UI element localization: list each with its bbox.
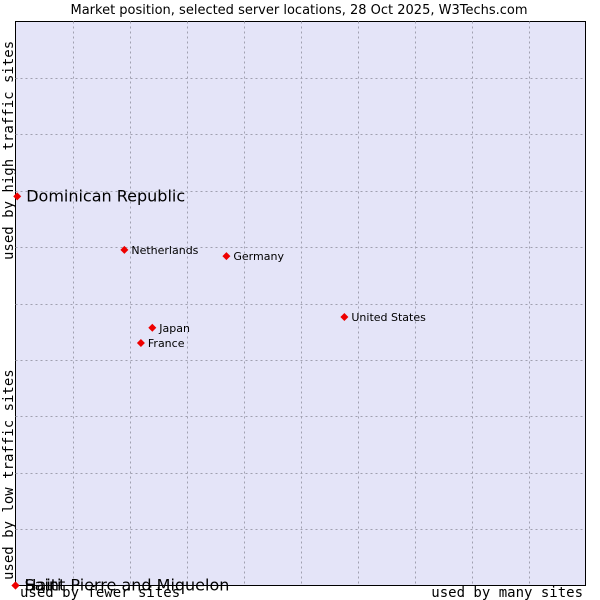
plot-area	[15, 21, 586, 586]
point-marker-netherlands	[120, 245, 129, 254]
point-marker-germany	[222, 252, 231, 261]
point-label-netherlands: Netherlands	[131, 244, 198, 257]
point-label-saint-pierre-and-miquelon: Saint Pierre and Miquelon	[25, 576, 230, 595]
x-axis-label-high: used by many sites	[431, 585, 583, 600]
point-label-japan: Japan	[158, 322, 190, 335]
data-points: Dominican Republic Netherlands Germany Unit…	[11, 186, 426, 595]
point-label-haiti: Haiti	[25, 576, 62, 595]
chart-title: Market position, selected server locatio…	[70, 3, 527, 18]
point-marker-france	[136, 338, 145, 347]
x-axis-label-low: used by fewer sites	[20, 585, 180, 600]
point-marker-saint-pierre-and-miquelon	[11, 581, 20, 590]
point-label-united-states: United States	[351, 311, 426, 324]
grid-lines	[15, 21, 586, 586]
point-label-france: France	[148, 337, 185, 350]
point-label-germany: Germany	[233, 250, 284, 263]
point-marker-japan	[148, 323, 157, 332]
y-axis-label-low: used by low traffic sites	[1, 369, 17, 580]
point-marker-united-states	[340, 313, 349, 322]
point-marker-dominican-republic	[13, 192, 22, 201]
y-axis-label-high: used by high traffic sites	[1, 41, 17, 260]
point-label-dominican-republic: Dominican Republic	[26, 186, 185, 205]
